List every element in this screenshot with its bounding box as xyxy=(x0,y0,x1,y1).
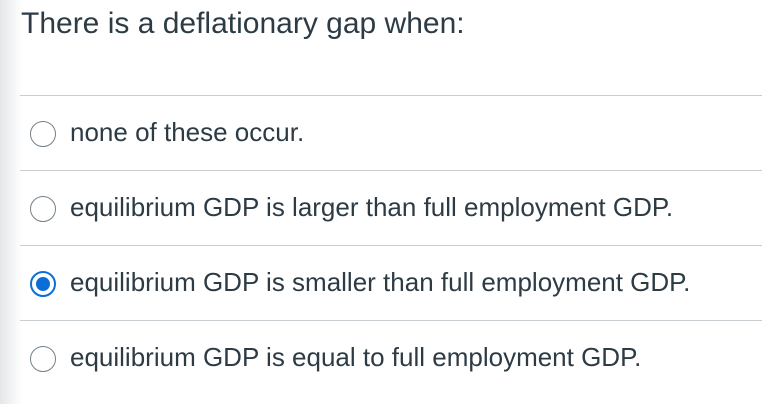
answer-option-1[interactable]: none of these occur. xyxy=(20,96,762,171)
radio-button[interactable] xyxy=(30,121,56,147)
radio-button[interactable] xyxy=(30,196,56,222)
answer-label[interactable]: equilibrium GDP is smaller than full emp… xyxy=(70,267,691,297)
answer-label[interactable]: none of these occur. xyxy=(70,117,305,147)
answer-label[interactable]: equilibrium GDP is equal to full employm… xyxy=(70,342,642,372)
answer-label[interactable]: equilibrium GDP is larger than full empl… xyxy=(70,192,674,222)
question-text: There is a deflationary gap when: xyxy=(21,7,465,40)
answer-option-2[interactable]: equilibrium GDP is larger than full empl… xyxy=(20,171,762,246)
left-edge-shadow xyxy=(0,0,22,404)
answer-option-4[interactable]: equilibrium GDP is equal to full employm… xyxy=(20,321,762,396)
radio-button[interactable] xyxy=(30,346,56,372)
radio-button-selected[interactable] xyxy=(30,271,56,297)
answer-option-3[interactable]: equilibrium GDP is smaller than full emp… xyxy=(20,246,762,321)
question-divider xyxy=(20,95,762,96)
answer-list: none of these occur. equilibrium GDP is … xyxy=(20,96,762,396)
radio-selected-dot-icon xyxy=(36,277,50,291)
